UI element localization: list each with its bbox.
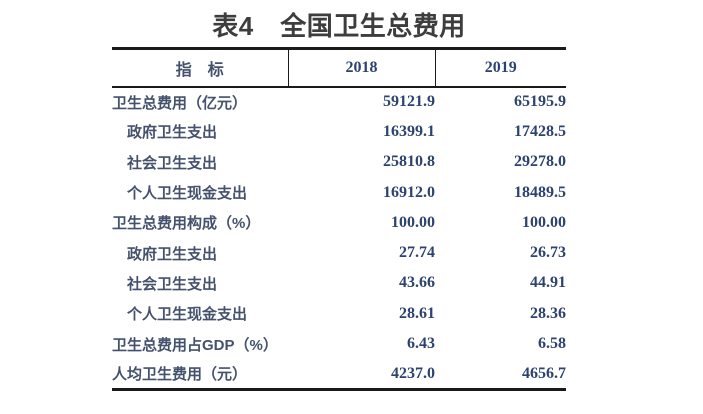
value-2019: 100.00 bbox=[522, 213, 566, 231]
value-2018: 25810.8 bbox=[383, 153, 435, 171]
health-expenditure-table: 指 标 2018 2019 卫生总费用（亿元） 59121.9 65195.9 … bbox=[112, 47, 566, 391]
value-2018: 16912.0 bbox=[383, 183, 435, 201]
row-label: 政府卫生支出 bbox=[127, 245, 218, 263]
value-2019: 26.73 bbox=[530, 244, 566, 262]
table-row: 社会卫生支出 43.66 44.91 bbox=[112, 268, 566, 298]
value-2018: 28.61 bbox=[399, 304, 435, 322]
table-row: 个人卫生现金支出 16912.0 18489.5 bbox=[112, 177, 566, 207]
row-label: 个人卫生现金支出 bbox=[127, 306, 248, 324]
row-label: 卫生总费用（亿元） bbox=[112, 94, 248, 112]
row-label: 社会卫生支出 bbox=[127, 154, 218, 172]
table-row: 人均卫生费用（元） 4237.0 4656.7 bbox=[112, 359, 566, 391]
table-row: 政府卫生支出 16399.1 17428.5 bbox=[112, 117, 566, 147]
header-2019: 2019 bbox=[434, 47, 566, 88]
row-label: 卫生总费用构成（%） bbox=[112, 215, 261, 233]
table-row: 个人卫生现金支出 28.61 28.36 bbox=[112, 299, 566, 329]
header-row: 指 标 2018 2019 bbox=[112, 47, 566, 88]
header-indicator: 指 标 bbox=[112, 47, 288, 88]
table-row: 卫生总费用占GDP（%） 6.43 6.58 bbox=[112, 329, 566, 359]
value-2018: 43.66 bbox=[399, 274, 435, 292]
value-2018: 59121.9 bbox=[383, 93, 435, 111]
value-2018: 100.00 bbox=[391, 213, 435, 231]
row-label: 人均卫生费用（元） bbox=[112, 359, 288, 391]
row-label: 个人卫生现金支出 bbox=[127, 185, 248, 203]
value-2019: 44.91 bbox=[530, 274, 566, 292]
table-row: 社会卫生支出 25810.8 29278.0 bbox=[112, 147, 566, 177]
table-title: 表4 全国卫生总费用 bbox=[212, 11, 466, 41]
value-2019: 65195.9 bbox=[514, 93, 566, 111]
value-2019: 28.36 bbox=[530, 304, 566, 322]
table-row: 政府卫生支出 27.74 26.73 bbox=[112, 238, 566, 268]
value-2018: 6.43 bbox=[407, 335, 435, 353]
value-2019: 29278.0 bbox=[514, 153, 566, 171]
value-2019: 4656.7 bbox=[435, 359, 566, 391]
table-row: 卫生总费用构成（%） 100.00 100.00 bbox=[112, 208, 566, 238]
header-2018: 2018 bbox=[287, 47, 435, 88]
value-2019: 18489.5 bbox=[514, 183, 566, 201]
value-2019: 6.58 bbox=[538, 335, 566, 353]
row-label: 政府卫生支出 bbox=[127, 124, 218, 142]
value-2018: 27.74 bbox=[399, 244, 435, 262]
table-row: 卫生总费用（亿元） 59121.9 65195.9 bbox=[112, 87, 566, 117]
value-2019: 17428.5 bbox=[514, 122, 566, 140]
value-2018: 16399.1 bbox=[383, 122, 435, 140]
value-2018: 4237.0 bbox=[288, 359, 435, 391]
row-label: 卫生总费用占GDP（%） bbox=[112, 336, 278, 354]
row-label: 社会卫生支出 bbox=[127, 275, 218, 293]
